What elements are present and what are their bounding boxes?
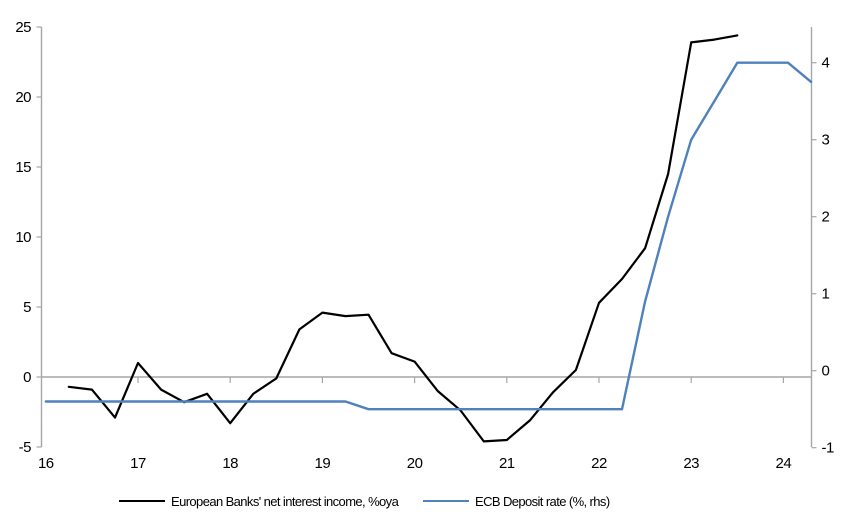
left-axis-tick-label: -5 (19, 439, 31, 456)
legend-label-net-interest-income: European Banks' net interest income, %oy… (171, 493, 399, 509)
right-axis-tick-label: -1 (822, 440, 834, 457)
x-axis-year-label: 23 (683, 455, 699, 472)
legend-label-ecb-deposit-rate: ECB Deposit rate (%, rhs) (475, 493, 610, 509)
nii-series-line (67, 34, 739, 443)
nii-line-swatch (119, 500, 165, 502)
x-axis-year-label: 22 (591, 455, 607, 472)
x-axis-year-label: 18 (222, 455, 238, 472)
left-axis-tick-label: 10 (15, 229, 31, 246)
x-axis-year-label: 20 (407, 455, 423, 472)
right-axis-tick-label: 3 (822, 132, 830, 149)
left-axis-tick-label: 5 (23, 299, 31, 316)
ecb-line-swatch (423, 500, 469, 502)
right-axis-tick-label: 2 (822, 209, 830, 226)
ecb-deposit-series-line (44, 61, 813, 411)
x-axis-year-label: 21 (499, 455, 515, 472)
legend-item-ecb-deposit-rate: ECB Deposit rate (%, rhs) (423, 493, 610, 509)
x-axis-year-label: 17 (130, 455, 146, 472)
x-axis-year-label: 19 (315, 455, 331, 472)
legend-item-net-interest-income: European Banks' net interest income, %oy… (119, 493, 399, 509)
left-axis-tick-label: 15 (15, 159, 31, 176)
right-axis-tick-label: 4 (822, 55, 830, 72)
left-axis-tick-label: 25 (15, 19, 31, 36)
x-axis-year-label: 24 (776, 455, 792, 472)
left-axis-tick-label: 0 (23, 369, 31, 386)
left-axis-tick-label: 20 (15, 89, 31, 106)
right-axis-tick-label: 0 (822, 363, 830, 380)
right-axis-tick-label: 1 (822, 286, 830, 303)
x-axis-year-label: 16 (38, 455, 54, 472)
